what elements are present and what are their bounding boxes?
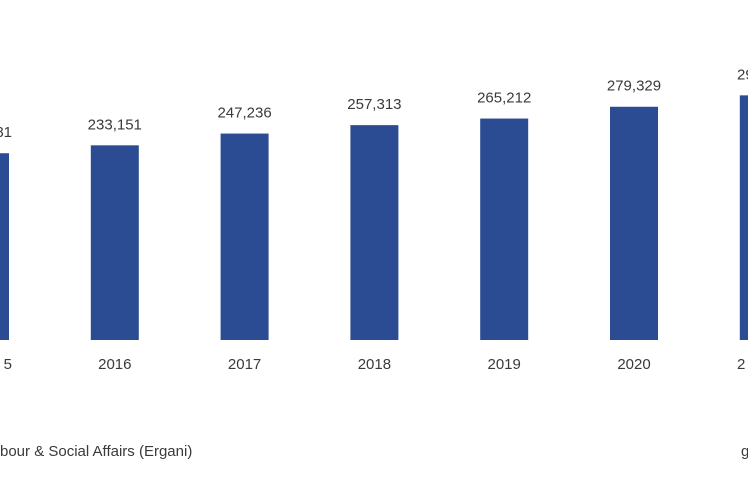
bar [739,95,748,340]
bar [480,118,529,341]
value-label: 29 [737,66,748,83]
value-label: 247,236 [217,105,271,122]
x-tick-label: 2017 [228,356,261,373]
source-logo: g [741,443,748,460]
value-label: 279,329 [607,78,661,95]
x-tick-label: 2019 [488,356,521,373]
value-label: 265,212 [477,90,531,107]
bar [350,125,399,340]
x-tick-label: 2020 [617,356,650,373]
value-label: 257,313 [347,96,401,113]
value-label: 81 [0,124,12,141]
x-tick-label: 2 [737,356,745,373]
x-tick-label: 5 [4,356,12,373]
bar [610,106,658,340]
bar [90,145,139,340]
bar [220,133,269,340]
x-tick-label: 2018 [358,356,391,373]
source-note: bour & Social Affairs (Ergani) [0,443,192,460]
value-label: 233,151 [88,116,142,133]
x-tick-label: 2016 [98,356,131,373]
bar [0,153,9,340]
